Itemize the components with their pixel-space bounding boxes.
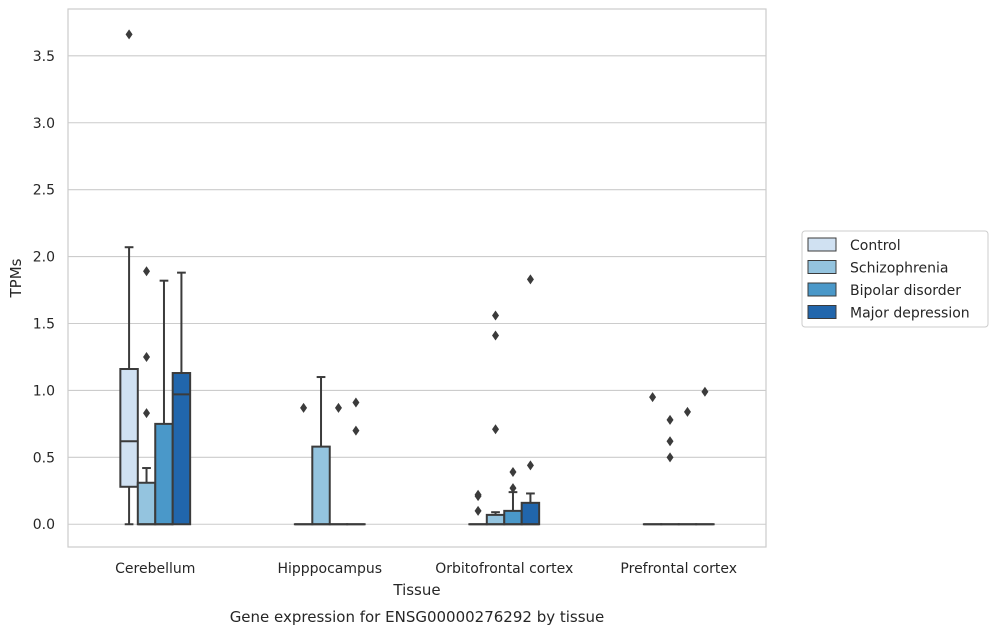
outlier-point	[509, 483, 517, 494]
plot-marks	[119, 29, 715, 526]
box	[119, 368, 139, 488]
outlier-point	[492, 310, 500, 321]
box-group	[311, 376, 331, 526]
outlier-point	[649, 392, 657, 403]
outlier-point	[125, 29, 133, 40]
outlier-point	[474, 489, 482, 500]
legend-swatch	[807, 282, 837, 297]
y-tick-label: 2.5	[33, 183, 55, 199]
x-tick-label: Prefrontal cortex	[620, 561, 737, 577]
legend-swatch	[807, 260, 837, 274]
y-tick-label: 3.0	[33, 116, 55, 132]
outlier-point	[143, 351, 151, 362]
outlier-point	[352, 397, 360, 408]
x-axis-ticks: Cerebellum Hipppocampus Orbitofrontal cort…	[115, 561, 737, 577]
outlier-point	[666, 452, 674, 463]
box-group	[293, 402, 314, 526]
box-group	[328, 402, 349, 526]
box-group	[485, 310, 506, 526]
box	[520, 501, 541, 526]
box-group	[136, 266, 157, 526]
outlier-point	[526, 460, 534, 471]
outlier-point	[509, 467, 517, 478]
legend-label: Bipolar disorder	[850, 283, 961, 299]
outlier-point	[666, 436, 674, 447]
x-tick-label: Hipppocampus	[277, 561, 382, 577]
y-tick-label: 2.0	[33, 250, 55, 266]
legend-label: Control	[850, 238, 901, 254]
box-group	[346, 397, 366, 526]
chart-caption: Gene expression for ENSG00000276292 by t…	[230, 608, 605, 626]
outlier-point	[474, 505, 482, 516]
box-group	[119, 29, 139, 526]
legend: Control Schizophrenia Bipolar disorder Majo…	[801, 230, 989, 328]
outlier-point	[143, 266, 151, 277]
plot-frame	[67, 8, 767, 548]
legend-frame	[801, 230, 989, 328]
outlier-point	[666, 414, 674, 425]
box	[136, 481, 157, 526]
box-group	[677, 406, 698, 526]
box-group	[660, 414, 680, 526]
y-tick-label: 1.0	[33, 383, 55, 399]
outlier-point	[526, 274, 534, 285]
legend-label: Schizophrenia	[850, 261, 948, 277]
y-axis-label: TPMs	[7, 258, 25, 298]
outlier-point	[701, 386, 709, 397]
box-group	[695, 386, 715, 526]
outlier-point	[492, 424, 500, 435]
y-tick-label: 1.5	[33, 317, 55, 333]
outlier-point	[300, 402, 308, 413]
box-group	[642, 392, 663, 526]
x-tick-label: Cerebellum	[115, 561, 195, 577]
outlier-point	[492, 330, 500, 341]
outlier-point	[352, 425, 360, 436]
outlier-point	[334, 402, 342, 413]
box-group	[154, 279, 174, 526]
box-group	[468, 489, 488, 526]
y-axis-ticks: 0.0 0.5 1.0 1.5 2.0 2.5 3.0 3.5	[33, 49, 55, 533]
legend-swatch	[807, 305, 837, 319]
box	[503, 509, 523, 526]
box	[154, 422, 174, 526]
box-group	[503, 467, 523, 526]
x-axis-label: Tissue	[392, 581, 440, 599]
box-group	[171, 271, 192, 526]
box	[311, 445, 331, 526]
y-tick-label: 3.5	[33, 49, 55, 65]
box-group	[520, 274, 541, 526]
legend-label: Major depression	[850, 306, 970, 322]
box	[171, 372, 192, 526]
box	[485, 513, 506, 526]
outlier-point	[683, 406, 691, 417]
outlier-point	[143, 408, 151, 419]
legend-swatch	[807, 237, 837, 252]
y-tick-label: 0.0	[33, 517, 55, 533]
x-tick-label: Orbitofrontal cortex	[435, 561, 573, 577]
y-tick-label: 0.5	[33, 450, 55, 466]
